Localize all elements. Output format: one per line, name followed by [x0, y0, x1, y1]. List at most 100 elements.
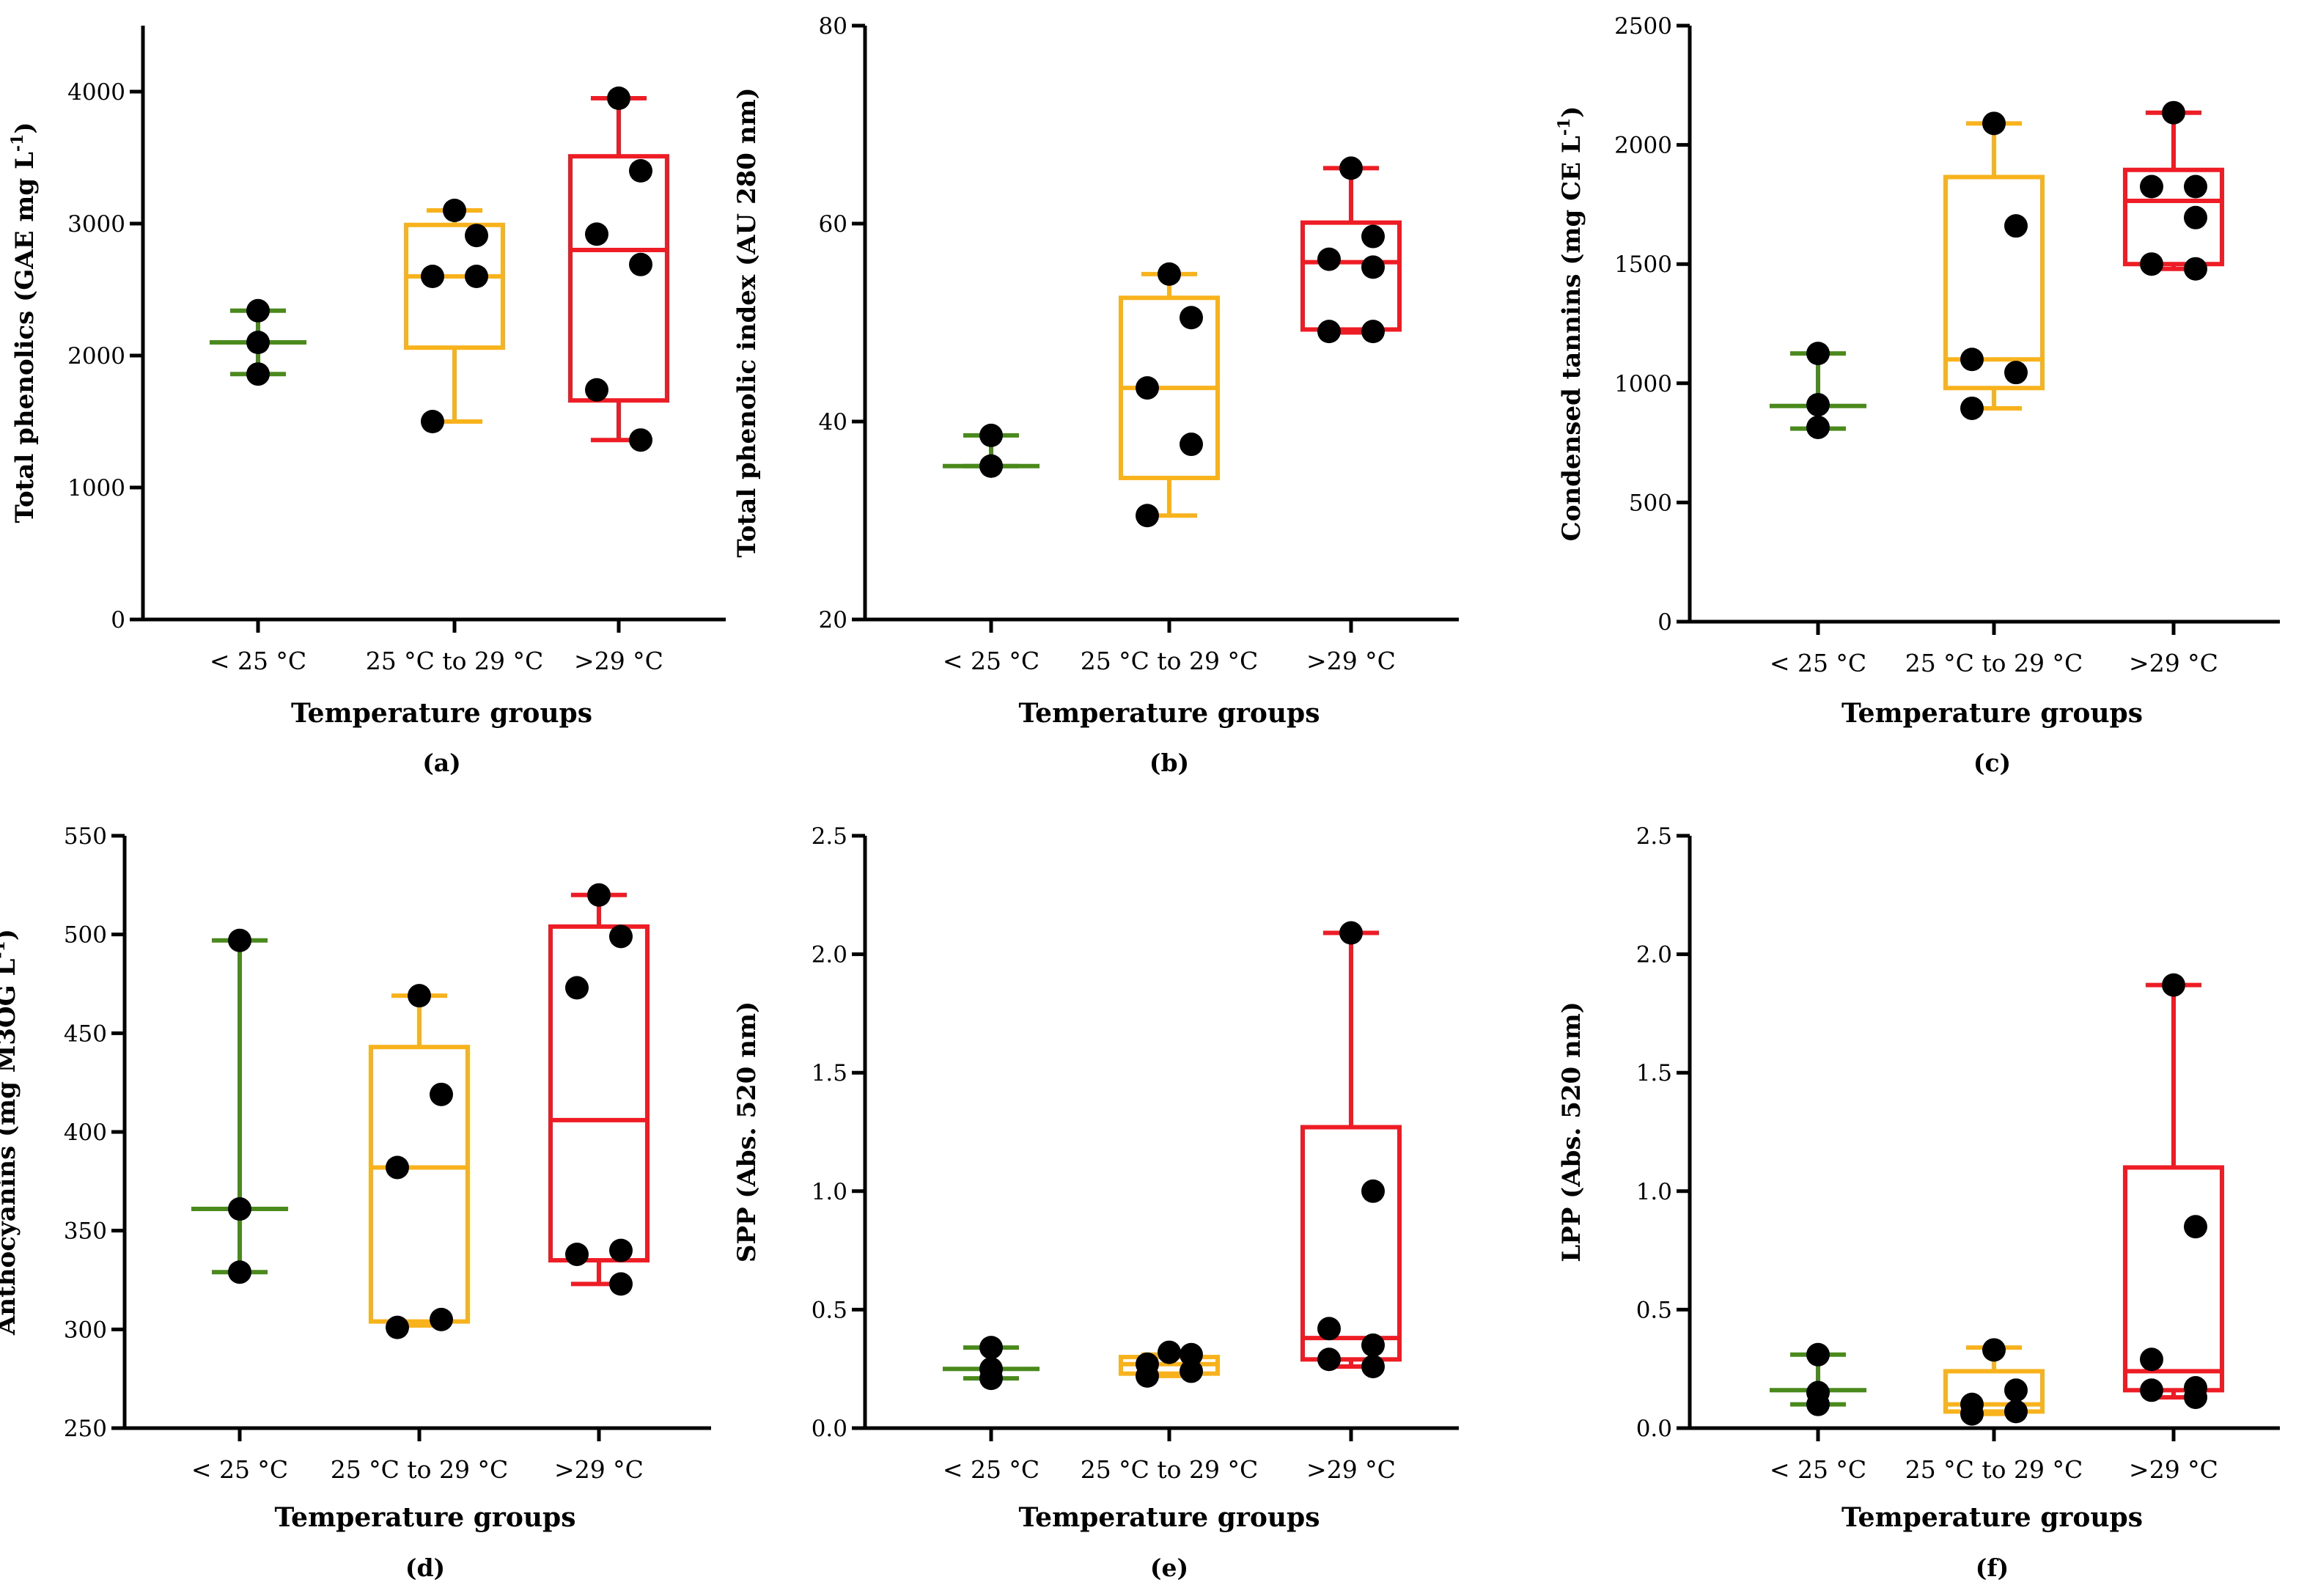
panel-label: (f): [1976, 1553, 2009, 1582]
y-tick-label: 2.5: [812, 823, 847, 850]
data-point: [2004, 361, 2028, 385]
y-tick-label: 1000: [1614, 371, 1672, 397]
x-tick-label: >29 °C: [1306, 1455, 1396, 1484]
box-group-1: [943, 423, 1040, 478]
box-iqr: [2123, 167, 2224, 267]
y-axis-title-superscript: -1: [0, 941, 9, 958]
panel-label: (a): [422, 749, 461, 777]
y-tick-label: 2000: [67, 343, 125, 369]
box-group-2: [369, 984, 470, 1339]
data-point: [443, 199, 466, 222]
data-point: [2004, 1378, 2028, 1402]
data-point: [979, 1336, 1003, 1360]
y-tick-label: 550: [64, 823, 107, 850]
data-point: [386, 1155, 409, 1180]
data-point: [465, 265, 488, 288]
panel-label: (c): [1973, 749, 2011, 777]
data-point: [1158, 1340, 1181, 1364]
x-tick-label: < 25 °C: [943, 647, 1040, 675]
box-iqr: [1300, 1125, 1402, 1362]
box-group-3: [1300, 921, 1402, 1378]
data-point: [1136, 1364, 1159, 1388]
data-point: [1136, 376, 1159, 400]
box-iqr: [548, 924, 650, 1263]
y-axis-title: Total phenolics (GAE mg L-1): [8, 122, 40, 523]
y-tick-label: 60: [819, 211, 847, 238]
y-tick-label: 20: [819, 607, 847, 633]
y-tick-label: 80: [819, 13, 847, 40]
x-axis-title: Temperature groups: [291, 698, 592, 729]
box-group-1: [191, 928, 288, 1284]
box-group-3: [2123, 973, 2224, 1409]
data-point: [386, 1315, 409, 1339]
data-point: [228, 1260, 251, 1284]
x-tick-label: 25 °C to 29 °C: [1905, 649, 2083, 677]
panel-d: 250 300 350 400 450 500 550 < 25 °C 25 °C to 29 …: [0, 823, 711, 1582]
box-group-2: [1119, 1340, 1220, 1388]
y-axis-title-main: Total phenolic index (AU 280 nm): [732, 87, 762, 557]
y-tick-label: 350: [64, 1218, 107, 1245]
y-tick-label: 0: [1657, 609, 1672, 636]
y-tick-label: 0.5: [812, 1297, 847, 1323]
data-point: [1806, 393, 1830, 417]
box-group-3: [1300, 156, 1402, 344]
box-group-2: [1119, 262, 1220, 528]
panel-b: 20 40 60 80 < 25 °C 25 °C to 29 °C >29 °C Tempe…: [732, 13, 1459, 777]
y-axis-title-suffix: ): [1557, 106, 1586, 118]
data-point: [1806, 1342, 1830, 1367]
y-axis-title: SPP (Abs. 520 nm): [732, 1001, 762, 1262]
data-point: [408, 984, 431, 1008]
data-point: [1317, 1347, 1341, 1372]
x-tick-label: 25 °C to 29 °C: [1081, 1455, 1259, 1484]
data-point: [246, 331, 270, 354]
data-point: [1806, 342, 1830, 366]
data-point: [1960, 396, 1984, 420]
data-point: [1317, 247, 1341, 271]
data-point: [1361, 255, 1385, 279]
data-point: [1180, 433, 1203, 457]
y-tick-label: 1500: [1614, 251, 1672, 278]
data-point: [2140, 252, 2163, 276]
y-axis-title-main: Condensed tannins (mg CE L: [1557, 136, 1586, 541]
data-point: [587, 883, 611, 907]
y-tick-label: 500: [64, 922, 107, 949]
x-tick-label: < 25 °C: [1770, 649, 1866, 677]
y-axis-title-main: SPP (Abs. 520 nm): [732, 1001, 762, 1262]
box-group-1: [1770, 1342, 1866, 1416]
y-axis-title-superscript: -1: [8, 134, 27, 152]
box-group-3: [548, 883, 650, 1296]
panel-c: 0 500 1000 1500 2000 2500 < 25 °C 25 °C to 29 °…: [1555, 13, 2280, 777]
data-point: [1361, 224, 1385, 249]
data-point: [979, 423, 1003, 447]
box-group-2: [1943, 111, 2045, 420]
y-axis-title: Anthocyanins (mg M3OG L-1): [0, 929, 21, 1336]
data-point: [609, 1238, 633, 1262]
data-point: [565, 976, 589, 1000]
data-point: [2184, 257, 2207, 281]
data-point: [1361, 1179, 1385, 1203]
data-point: [228, 928, 251, 952]
data-point: [2184, 1215, 2207, 1239]
y-tick-label: 400: [64, 1119, 107, 1146]
data-point: [629, 428, 652, 452]
box-group-2: [1943, 1338, 2045, 1426]
data-point: [430, 1307, 453, 1331]
data-point: [2184, 205, 2207, 229]
y-axis-title: LPP (Abs. 520 nm): [1557, 1001, 1586, 1262]
x-tick-label: 25 °C to 29 °C: [1081, 647, 1259, 675]
data-point: [1339, 921, 1363, 945]
panel-a: 0 1000 2000 3000 4000 < 25 °C 25 °C to 29 °C >2…: [8, 26, 726, 777]
y-tick-label: 0.5: [1636, 1297, 1672, 1323]
data-point: [629, 159, 652, 183]
y-tick-label: 2000: [1614, 133, 1672, 159]
data-point: [246, 362, 270, 386]
x-tick-label: < 25 °C: [210, 647, 306, 675]
y-axis-title-superscript: -1: [1555, 118, 1574, 136]
data-point: [465, 224, 488, 248]
panel-label: (d): [405, 1553, 445, 1582]
data-point: [1982, 111, 2006, 136]
data-point: [1361, 1333, 1385, 1357]
x-tick-label: 25 °C to 29 °C: [331, 1455, 509, 1484]
x-tick-label: < 25 °C: [191, 1455, 288, 1484]
